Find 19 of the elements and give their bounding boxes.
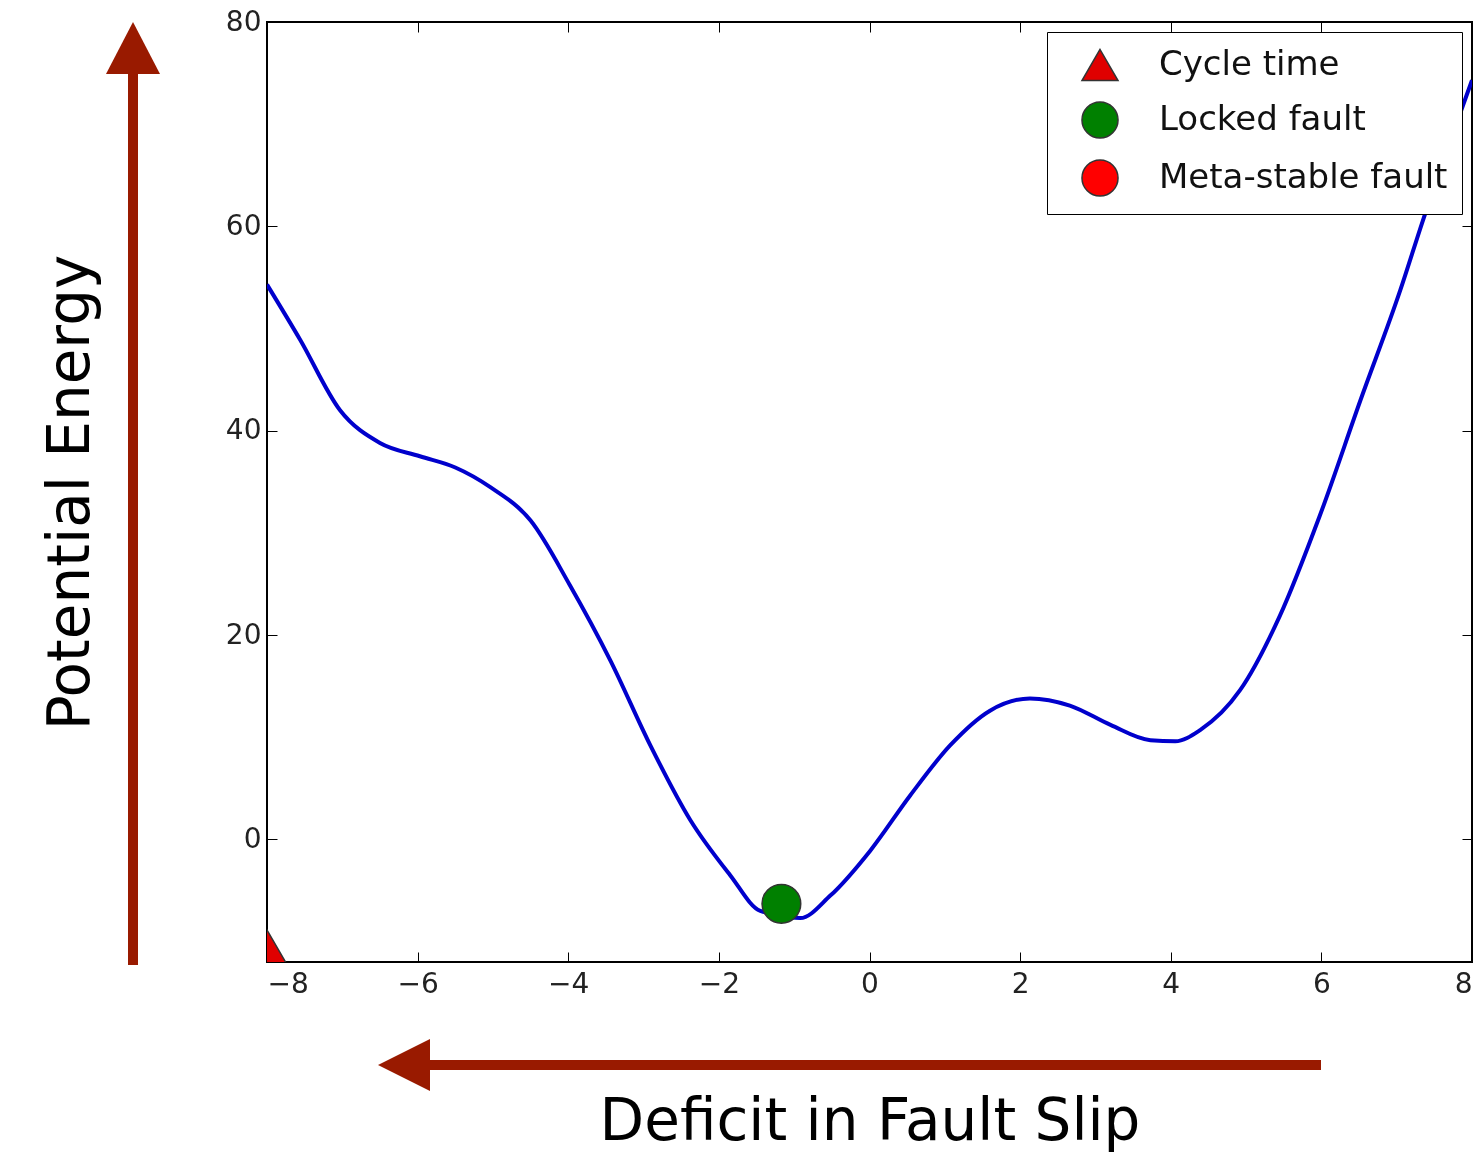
x-tick-label: −2 [698,966,741,1000]
y-axis-title: Potential Energy [34,254,103,731]
x-tick-label: −8 [267,966,309,1000]
x-tick-label: 6 [1312,966,1331,1000]
y-tick-label: 80 [225,4,262,38]
legend-label: Meta-stable fault [1159,156,1448,196]
x-axis-title: Deficit in Fault Slip [599,1085,1141,1154]
y-tick-label: 0 [243,821,262,855]
y-tick-label: 20 [225,617,262,651]
legend-label: Locked fault [1159,98,1366,138]
x-tick-label: 4 [1162,966,1181,1000]
x-tick-label: 2 [1011,966,1030,1000]
x-tick-label: −4 [548,966,590,1000]
x-tick-label: −6 [397,966,439,1000]
x-tick-label: 8 [1454,966,1473,1000]
x-tick-label: 0 [861,966,879,1000]
y-tick-label: 40 [225,413,262,447]
y-tick-label: 60 [225,208,262,242]
legend-label: Cycle time [1159,43,1340,83]
